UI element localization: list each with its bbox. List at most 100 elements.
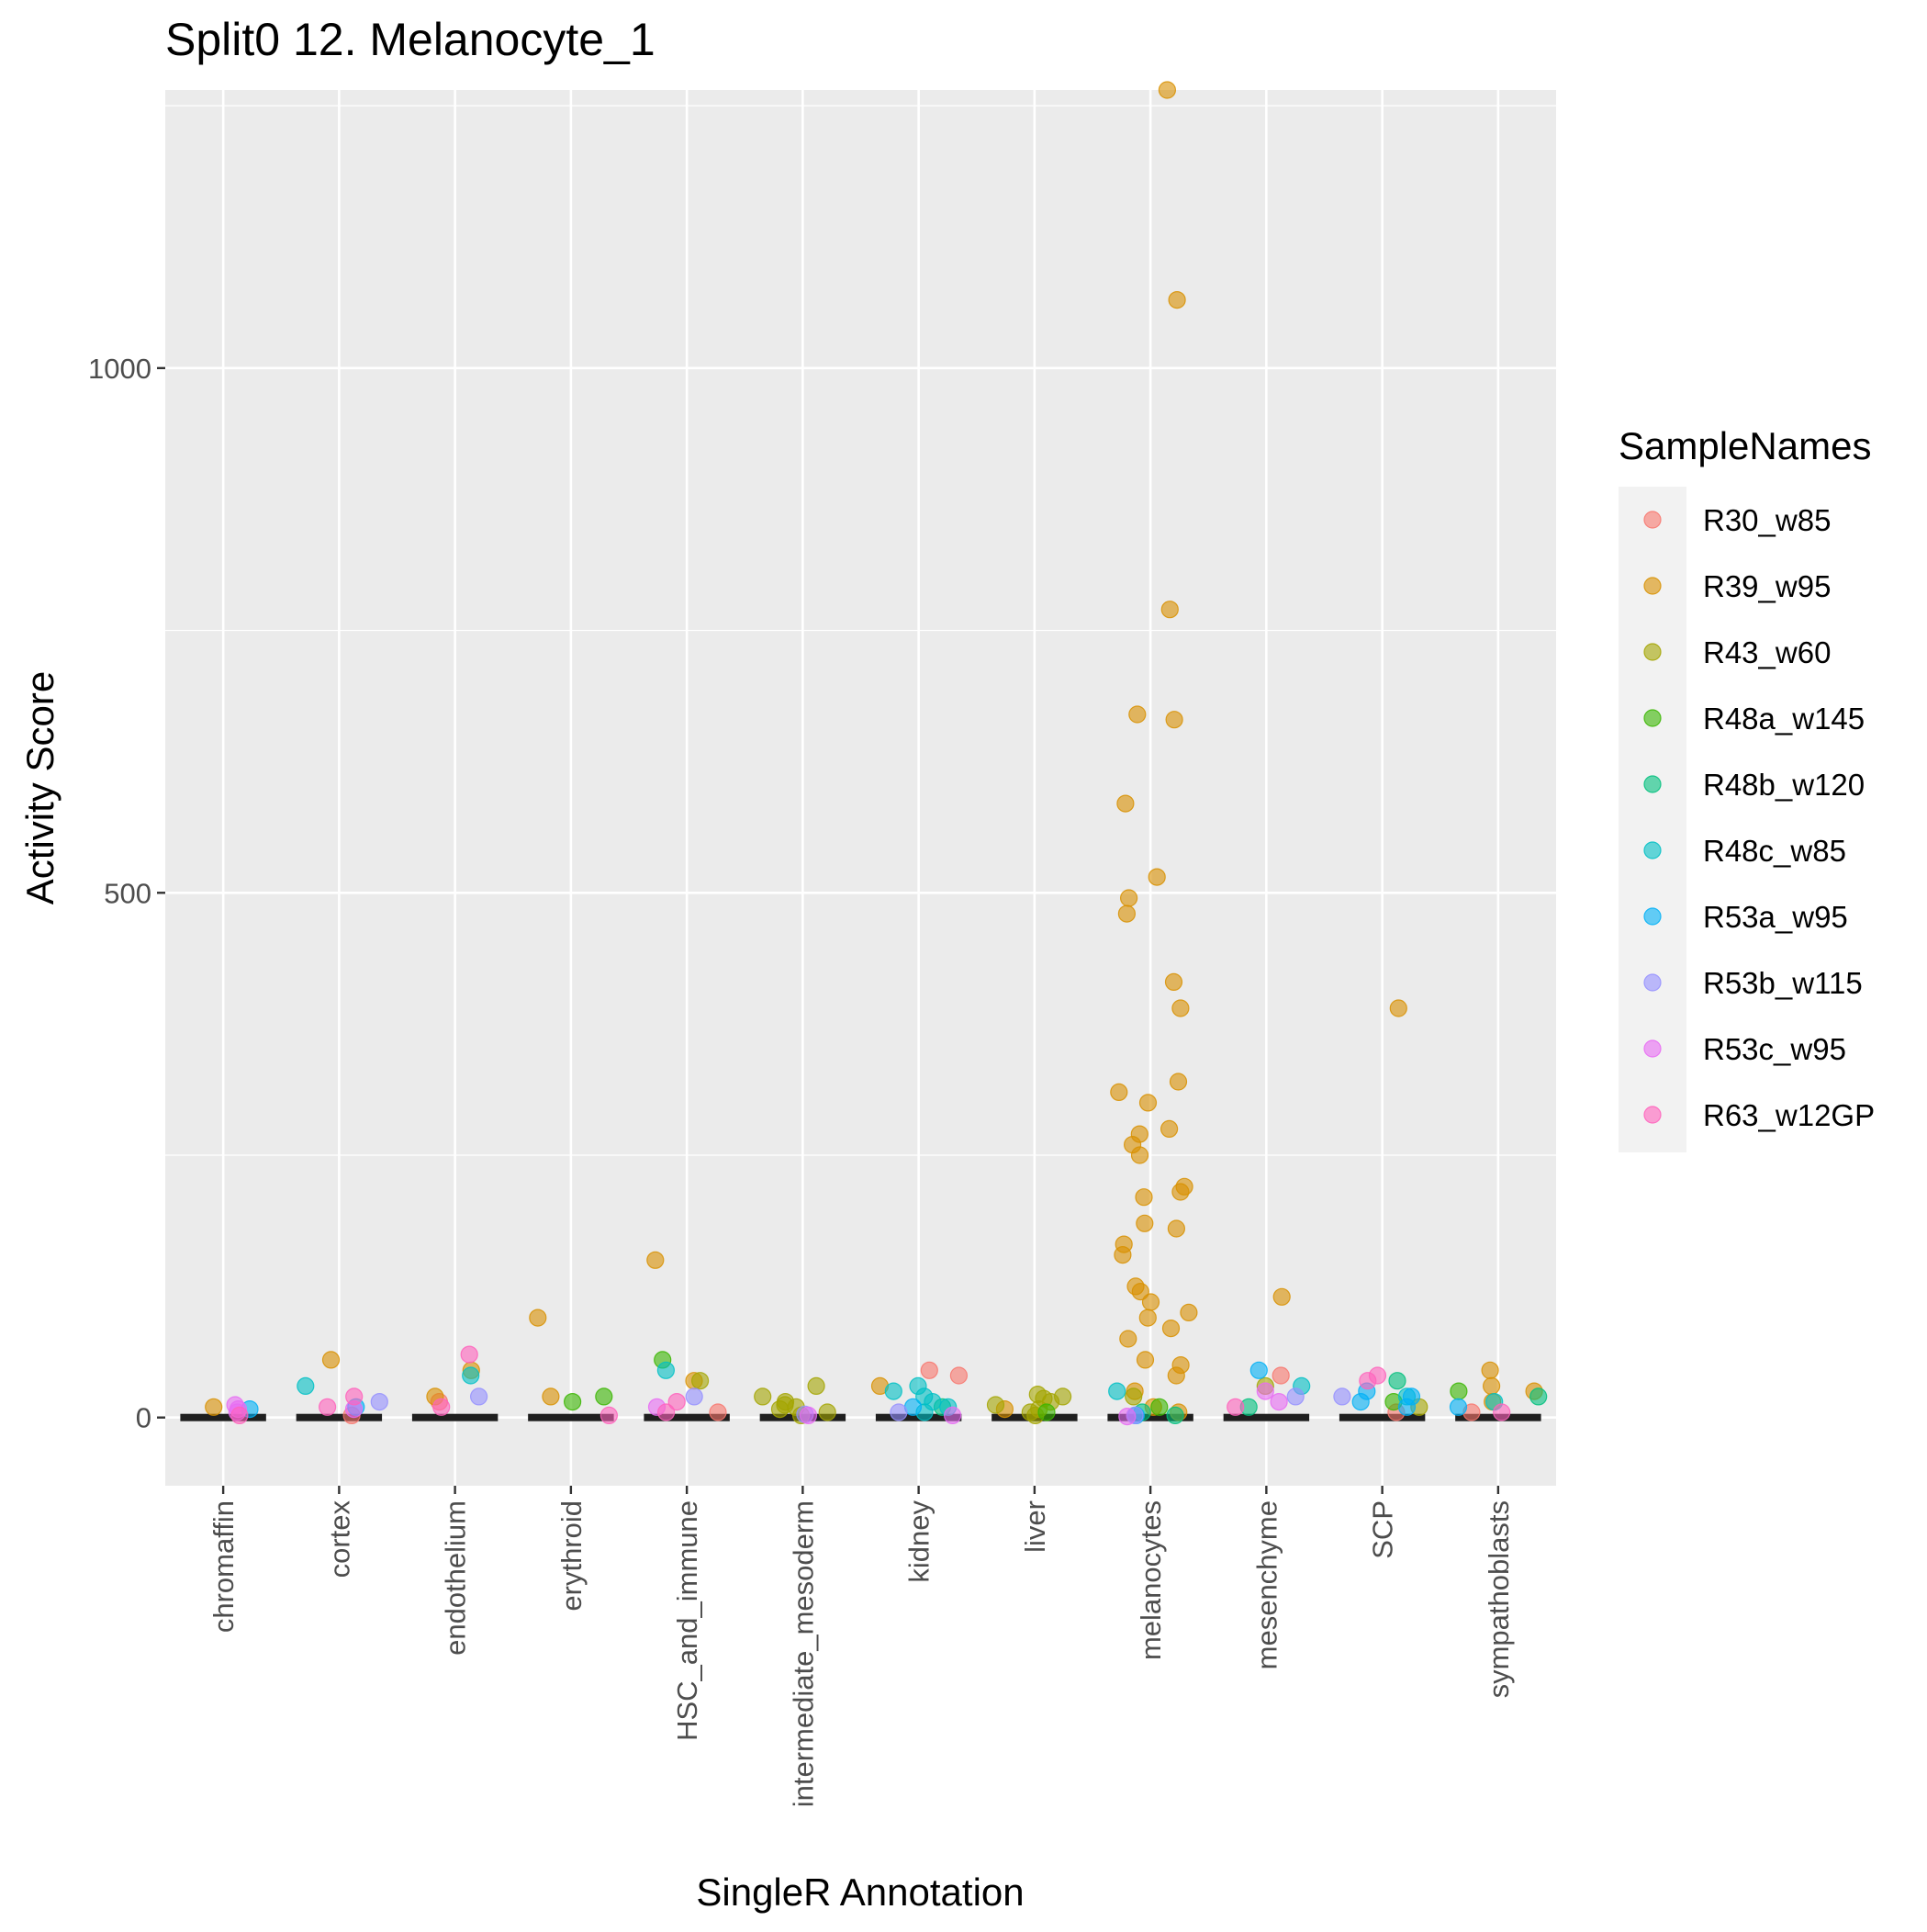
x-tick-label: chromaffin	[207, 1500, 240, 1633]
x-tick-label: HSC_and_immune	[671, 1500, 703, 1741]
data-point	[529, 1309, 547, 1327]
data-point	[1110, 1083, 1128, 1102]
legend-key	[1643, 643, 1662, 661]
category-median-box	[1339, 1413, 1426, 1421]
legend-label: R30_w85	[1703, 503, 1831, 537]
data-point	[1449, 1398, 1468, 1416]
data-point	[542, 1387, 560, 1406]
data-point	[1128, 705, 1147, 724]
data-point	[563, 1392, 582, 1411]
data-point	[1450, 1382, 1468, 1400]
data-point	[462, 1366, 480, 1385]
data-point	[1125, 1387, 1143, 1406]
data-point	[690, 1372, 710, 1390]
data-point	[1227, 1398, 1245, 1416]
y-tick-label: 1000	[88, 353, 151, 385]
data-point	[1168, 291, 1186, 309]
data-point	[1164, 972, 1183, 992]
data-point	[1272, 1366, 1290, 1385]
x-tick-label: cortex	[323, 1500, 355, 1578]
data-point	[599, 1406, 619, 1425]
category-median-box	[528, 1413, 614, 1421]
y-tick-label: 500	[104, 877, 151, 909]
data-point	[1138, 1309, 1157, 1327]
legend-label: R63_w12GP	[1703, 1098, 1875, 1132]
data-point	[1117, 904, 1137, 923]
category-median-box	[411, 1413, 499, 1421]
legend-key	[1643, 775, 1662, 793]
x-tick-label: erythroid	[555, 1500, 588, 1612]
data-point	[685, 1387, 703, 1406]
y-axis-title: Activity Score	[18, 671, 62, 904]
data-point	[1333, 1387, 1351, 1406]
data-point	[370, 1392, 388, 1411]
data-point	[1256, 1382, 1274, 1400]
data-point	[1180, 1303, 1198, 1322]
legend-key	[1643, 577, 1662, 595]
x-tick-label: mesenchyme	[1250, 1500, 1283, 1669]
data-point	[469, 1387, 488, 1406]
data-point	[986, 1396, 1005, 1414]
data-point	[1135, 1188, 1153, 1207]
data-point	[656, 1403, 676, 1421]
data-point	[1160, 1119, 1179, 1139]
category-median-box	[644, 1413, 730, 1421]
data-point	[890, 1403, 908, 1421]
data-point	[1130, 1146, 1149, 1164]
data-point	[943, 1406, 962, 1425]
data-point	[230, 1406, 249, 1425]
category-median-box	[1107, 1413, 1193, 1421]
point-layer	[205, 81, 1548, 1426]
legend-label: R48c_w85	[1703, 834, 1846, 868]
x-tick-label: kidney	[903, 1500, 935, 1583]
category-median-box	[296, 1413, 383, 1421]
data-point	[1169, 1073, 1188, 1091]
data-point	[1116, 794, 1135, 813]
x-axis-title: SingleR Annotation	[696, 1870, 1024, 1914]
legend-label: R39_w95	[1703, 569, 1831, 603]
data-point	[319, 1398, 337, 1416]
data-point	[1158, 81, 1177, 99]
data-point	[1138, 1094, 1158, 1112]
data-point	[1270, 1392, 1288, 1411]
x-tick-label: melanocytes	[1135, 1500, 1167, 1660]
data-point	[297, 1376, 315, 1396]
x-tick-label: endothelium	[440, 1500, 472, 1656]
data-point	[1037, 1403, 1056, 1421]
data-point	[1148, 868, 1166, 886]
data-point	[321, 1351, 341, 1369]
x-tick-label: sympathoblasts	[1483, 1500, 1515, 1698]
legend-label: R48a_w145	[1703, 702, 1865, 736]
legend: SampleNames R30_w85 R39_w95 R43_w60 R48a_w1…	[1619, 424, 1875, 1152]
data-point	[1171, 999, 1190, 1017]
data-point	[1131, 1282, 1149, 1301]
data-point	[1388, 1372, 1406, 1390]
data-point	[1481, 1361, 1499, 1379]
legend-title: SampleNames	[1619, 424, 1871, 467]
legend-key	[1643, 841, 1662, 859]
grid-layer	[165, 90, 1556, 1486]
data-point	[799, 1406, 818, 1425]
y-tick-label: 0	[136, 1402, 151, 1434]
legend-key	[1643, 973, 1662, 992]
data-point	[432, 1398, 451, 1416]
legend-label: R48b_w120	[1703, 768, 1865, 802]
data-point	[1351, 1392, 1370, 1411]
legend-key	[1643, 1106, 1662, 1124]
x-tick-label: liver	[1019, 1500, 1051, 1553]
data-point	[1136, 1214, 1154, 1232]
data-point	[460, 1345, 478, 1364]
data-point	[1160, 601, 1179, 619]
data-point	[1165, 711, 1183, 729]
legend-key	[1643, 907, 1662, 926]
data-point	[920, 1361, 938, 1379]
data-point	[1118, 1407, 1137, 1426]
legend-key	[1643, 1039, 1662, 1058]
data-point	[807, 1376, 825, 1396]
legend-key	[1643, 709, 1662, 727]
category-median-box	[1223, 1413, 1310, 1421]
data-point	[1529, 1387, 1548, 1406]
axis-layer: 0 500 1000 chromaffin cortex endothelium eryth…	[88, 353, 1515, 1807]
